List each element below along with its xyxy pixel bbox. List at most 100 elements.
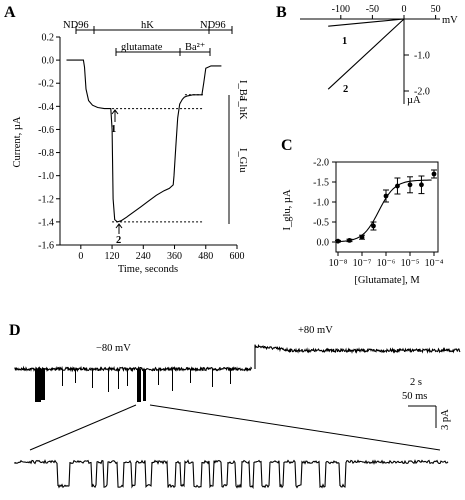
label-nd96-right: ND96 [200, 20, 226, 31]
panel-c: C -2.0 -1.5 -1.0 -0.5 0.0 10⁻⁸ 10⁻⁷ 10⁻⁶ 10⁻⁵ 10⁻… [281, 137, 444, 286]
a-y-tick-label: 0.2 [42, 33, 55, 44]
d-trace-plus80 [254, 343, 461, 369]
panel-b: B -100 -50 0 50 -1.0 -2.0 mV µA 1 2 [276, 4, 458, 106]
d-channel-opening [190, 369, 191, 383]
a-y-tick-label: -1.0 [38, 171, 54, 182]
b-ticks: -100 -50 0 50 -1.0 -2.0 [332, 4, 441, 98]
c-y-tick-label: -2.0 [313, 158, 329, 169]
b-x-tick-label: 0 [402, 4, 407, 15]
label-i-ba: I_Ba [237, 80, 248, 101]
a-y-tick-label: 0.0 [42, 56, 55, 67]
arrow-2-icon [115, 223, 123, 234]
c-y-tick-label: -1.5 [313, 178, 329, 189]
b-x-unit: mV [442, 15, 458, 26]
c-data-point [383, 193, 389, 199]
b-y-unit: µA [407, 95, 421, 106]
label-i-glu: I_Glu [237, 148, 248, 173]
d-channel-opening [62, 369, 63, 386]
zoom-line-right [149, 404, 441, 451]
a-plot-area [66, 59, 222, 223]
panel-label-a: A [4, 4, 16, 21]
c-data-point [395, 183, 400, 189]
c-plot-area [335, 169, 437, 244]
panel-d: D −80 mV +80 mV 2 s 50 ms 3 pA [9, 322, 461, 490]
arrow-1-icon [111, 109, 119, 122]
b-iv-curve-2 [327, 18, 405, 90]
a-y-tick-label: -1.4 [38, 217, 54, 228]
a-x-tick-label: 360 [167, 251, 182, 262]
d-channel-opening [127, 369, 128, 386]
a-x-ticks: 0 120 240 360 480 600 [78, 245, 245, 262]
c-frame [335, 161, 439, 253]
label-hk: hK [141, 20, 154, 31]
c-x-tick-label: 10⁻⁶ [377, 258, 396, 269]
a-x-tick-label: 240 [136, 251, 151, 262]
b-x-tick-label: 50 [431, 4, 441, 15]
c-ticks: -2.0 -1.5 -1.0 -0.5 0.0 10⁻⁸ 10⁻⁷ 10⁻⁶ 10⁻⁵ 10⁻⁴ [313, 158, 444, 270]
c-y-tick-label: -1.0 [313, 198, 329, 209]
label-i-hk: I_hK [237, 98, 248, 120]
a-x-tick-label: 480 [198, 251, 213, 262]
d-channel-opening [41, 369, 45, 400]
d-channel-opening [92, 369, 93, 388]
c-data-point [407, 182, 413, 188]
a-y-tick-label: -0.4 [38, 102, 54, 113]
d-channel-opening [137, 369, 141, 402]
d-channel-opening [230, 369, 231, 384]
d-trace-minus80 [14, 365, 253, 373]
c-data-point [335, 238, 341, 244]
scalebar-time-bottom: 50 ms [402, 391, 427, 402]
d-channel-opening [158, 369, 159, 385]
b-curve-label-2: 2 [343, 84, 348, 95]
b-y-tick-label: -1.0 [414, 51, 430, 62]
panel-label-b: B [276, 4, 287, 21]
c-y-tick-label: -0.5 [313, 218, 329, 229]
b-plot-area [327, 18, 405, 90]
d-channel-opening [212, 369, 213, 387]
c-data-point [419, 182, 424, 188]
a-current-trace [66, 59, 222, 223]
d-channel-opening [143, 369, 146, 401]
a-y-ticks: 0.2 0.0 -0.2 -0.4 -0.6 -0.8 -1.0 -1.2 -1.4 -1.6 [38, 33, 60, 252]
b-x-tick-label: -100 [332, 4, 350, 15]
c-data-point [347, 238, 352, 243]
c-x-tick-label: 10⁻⁷ [353, 258, 372, 269]
a-x-tick-label: 120 [105, 251, 120, 262]
label-nd96-left: ND96 [63, 20, 89, 31]
label-glutamate: glutamate [121, 42, 163, 53]
panel-label-c: C [281, 137, 293, 154]
a-y-tick-label: -1.2 [38, 194, 54, 205]
d-channel-opening [108, 369, 109, 392]
c-x-tick-label: 10⁻⁵ [401, 258, 420, 269]
label-ba: Ba²⁺ [185, 42, 205, 53]
a-y-tick-label: -0.8 [38, 148, 54, 159]
c-y-axis-label: I_glu, µA [282, 189, 293, 230]
scalebar-time-top: 2 s [410, 377, 422, 388]
d-channel-opening [75, 369, 76, 383]
c-y-tick-label: 0.0 [317, 238, 330, 249]
b-y-tick-label: -2.0 [414, 87, 430, 98]
marker-1: 1 [111, 124, 116, 135]
scalebar-current-label: 3 pA [440, 409, 451, 430]
panel-a: A ND96 hK ND96 glutamate Ba²⁺ 0.2 0.0 -0.2… [4, 4, 248, 275]
d-channel-opening [118, 369, 119, 389]
panel-label-d: D [9, 322, 21, 339]
a-y-axis-label: Current, µA [12, 116, 23, 167]
b-curve-label-1: 1 [342, 36, 347, 47]
c-x-tick-label: 10⁻⁴ [425, 258, 444, 269]
b-iv-curve-1 [328, 18, 405, 27]
c-fit-curve [337, 179, 432, 243]
d-channel-opening [172, 369, 173, 391]
c-data-point [431, 171, 437, 177]
a-x-tick-label: 0 [78, 251, 83, 262]
c-x-axis-label: [Glutamate], M [354, 275, 420, 286]
zoom-line-left [29, 404, 137, 451]
a-y-tick-label: -1.6 [38, 241, 54, 252]
d-plot-area [14, 343, 461, 490]
label-minus-80mv: −80 mV [96, 343, 131, 354]
c-x-tick-label: 10⁻⁸ [329, 258, 348, 269]
marker-2: 2 [116, 235, 121, 246]
c-data-point [371, 223, 376, 229]
c-data-point [359, 234, 365, 240]
